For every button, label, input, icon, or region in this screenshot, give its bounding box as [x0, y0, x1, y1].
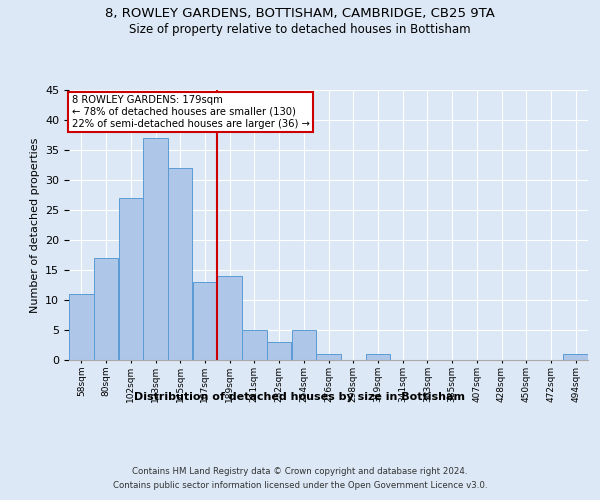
- Bar: [292, 330, 316, 360]
- Bar: [143, 138, 168, 360]
- Text: Size of property relative to detached houses in Bottisham: Size of property relative to detached ho…: [129, 22, 471, 36]
- Bar: [267, 342, 292, 360]
- Bar: [217, 276, 242, 360]
- Bar: [193, 282, 217, 360]
- Bar: [94, 258, 118, 360]
- Text: 8, ROWLEY GARDENS, BOTTISHAM, CAMBRIDGE, CB25 9TA: 8, ROWLEY GARDENS, BOTTISHAM, CAMBRIDGE,…: [105, 8, 495, 20]
- Bar: [365, 354, 390, 360]
- Bar: [119, 198, 143, 360]
- Text: Contains public sector information licensed under the Open Government Licence v3: Contains public sector information licen…: [113, 481, 487, 490]
- Bar: [563, 354, 588, 360]
- Bar: [242, 330, 266, 360]
- Bar: [168, 168, 193, 360]
- Bar: [316, 354, 341, 360]
- Y-axis label: Number of detached properties: Number of detached properties: [29, 138, 40, 312]
- Text: Distribution of detached houses by size in Bottisham: Distribution of detached houses by size …: [134, 392, 466, 402]
- Text: 8 ROWLEY GARDENS: 179sqm
← 78% of detached houses are smaller (130)
22% of semi-: 8 ROWLEY GARDENS: 179sqm ← 78% of detach…: [71, 96, 310, 128]
- Text: Contains HM Land Registry data © Crown copyright and database right 2024.: Contains HM Land Registry data © Crown c…: [132, 468, 468, 476]
- Bar: [69, 294, 94, 360]
